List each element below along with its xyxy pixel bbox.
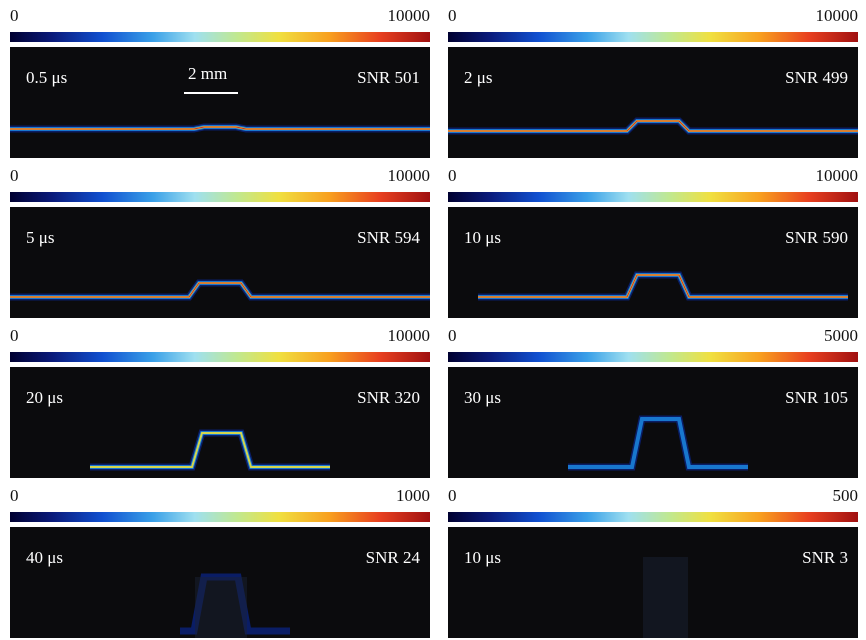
snr-label: SNR 3 — [802, 548, 848, 567]
image: 5 μs SNR 594 — [10, 207, 430, 318]
profile — [478, 271, 848, 301]
profile — [10, 123, 430, 133]
time-label: 40 μs — [26, 548, 63, 567]
profile-line — [448, 120, 858, 132]
colorbar-max-label: 10000 — [387, 6, 431, 25]
colorbar — [10, 512, 430, 522]
colorbar — [10, 32, 430, 42]
profile-line — [90, 429, 330, 471]
colorbar — [448, 192, 858, 202]
time-label: 20 μs — [26, 388, 63, 407]
time-label: 5 μs — [26, 228, 55, 247]
colorbar-min-label: 0 — [10, 166, 19, 185]
panel: 0 1000 40 μs SNR 24 — [10, 480, 430, 640]
colorbar-min-label: 0 — [448, 6, 457, 25]
structure-glow — [643, 557, 688, 638]
profile — [10, 279, 430, 301]
profile — [448, 117, 858, 135]
panel: 0 10000 2 μs SNR 499 — [448, 0, 858, 160]
time-label: 30 μs — [464, 388, 501, 407]
snr-label: SNR 501 — [357, 68, 420, 87]
profile-line — [568, 417, 748, 469]
image: 30 μs SNR 105 — [448, 367, 858, 478]
colorbar-max-label: 10000 — [815, 6, 859, 25]
image: 10 μs SNR 590 — [448, 207, 858, 318]
colorbar-min-label: 0 — [448, 166, 457, 185]
colorbar-max-label: 1000 — [396, 486, 430, 505]
colorbar-max-label: 10000 — [387, 166, 431, 185]
panel: 0 10000 20 μs SNR 320 — [10, 320, 430, 480]
colorbar — [448, 32, 858, 42]
image: 20 μs SNR 320 — [10, 367, 430, 478]
colorbar-min-label: 0 — [448, 486, 457, 505]
colorbar-min-label: 0 — [448, 326, 457, 345]
structure-glow — [195, 577, 247, 638]
profile-line — [478, 271, 848, 301]
panel: 0 10000 10 μs SNR 590 — [448, 160, 858, 320]
profile — [643, 557, 688, 638]
colorbar-min-label: 0 — [10, 6, 19, 25]
snr-label: SNR 320 — [357, 388, 420, 407]
image: 2 μs SNR 499 — [448, 47, 858, 158]
profile-line — [448, 119, 858, 133]
colorbar-max-label: 10000 — [815, 166, 859, 185]
profile-line — [90, 431, 330, 469]
snr-label: SNR 24 — [365, 548, 420, 567]
snr-label: SNR 590 — [785, 228, 848, 247]
time-label: 10 μs — [464, 228, 501, 247]
image: 10 μs SNR 3 — [448, 527, 858, 638]
profile-line — [10, 126, 430, 130]
panel: 0 500 10 μs SNR 3 — [448, 480, 858, 640]
colorbar — [448, 352, 858, 362]
profile-line — [10, 282, 430, 298]
time-label: 0.5 μs — [26, 68, 68, 87]
profile-line — [10, 279, 430, 301]
colorbar — [10, 352, 430, 362]
colorbar-max-label: 5000 — [824, 326, 858, 345]
time-label: 2 μs — [464, 68, 493, 87]
colorbar-max-label: 10000 — [387, 326, 431, 345]
image: 0.5 μs SNR 501 2 mm — [10, 47, 430, 158]
colorbar-min-label: 0 — [10, 326, 19, 345]
panel: 0 10000 5 μs SNR 594 — [10, 160, 430, 320]
image: 40 μs SNR 24 — [10, 527, 430, 638]
time-label: 10 μs — [464, 548, 501, 567]
profile — [90, 429, 330, 471]
colorbar-max-label: 500 — [832, 486, 859, 505]
colorbar — [10, 192, 430, 202]
profile — [180, 573, 290, 638]
profile-line — [90, 432, 330, 468]
profile — [568, 415, 748, 471]
panel: 0 10000 0.5 μs SNR 501 2 mm — [10, 0, 430, 160]
snr-label: SNR 105 — [785, 388, 848, 407]
colorbar — [448, 512, 858, 522]
scale-bar — [184, 92, 238, 94]
profile-line — [568, 415, 748, 471]
snr-label: SNR 499 — [785, 68, 848, 87]
snr-label: SNR 594 — [357, 228, 420, 247]
panel: 0 5000 30 μs SNR 105 — [448, 320, 858, 480]
profile-line — [478, 274, 848, 298]
colorbar-min-label: 0 — [10, 486, 19, 505]
scale-bar-label: 2 mm — [188, 64, 228, 83]
